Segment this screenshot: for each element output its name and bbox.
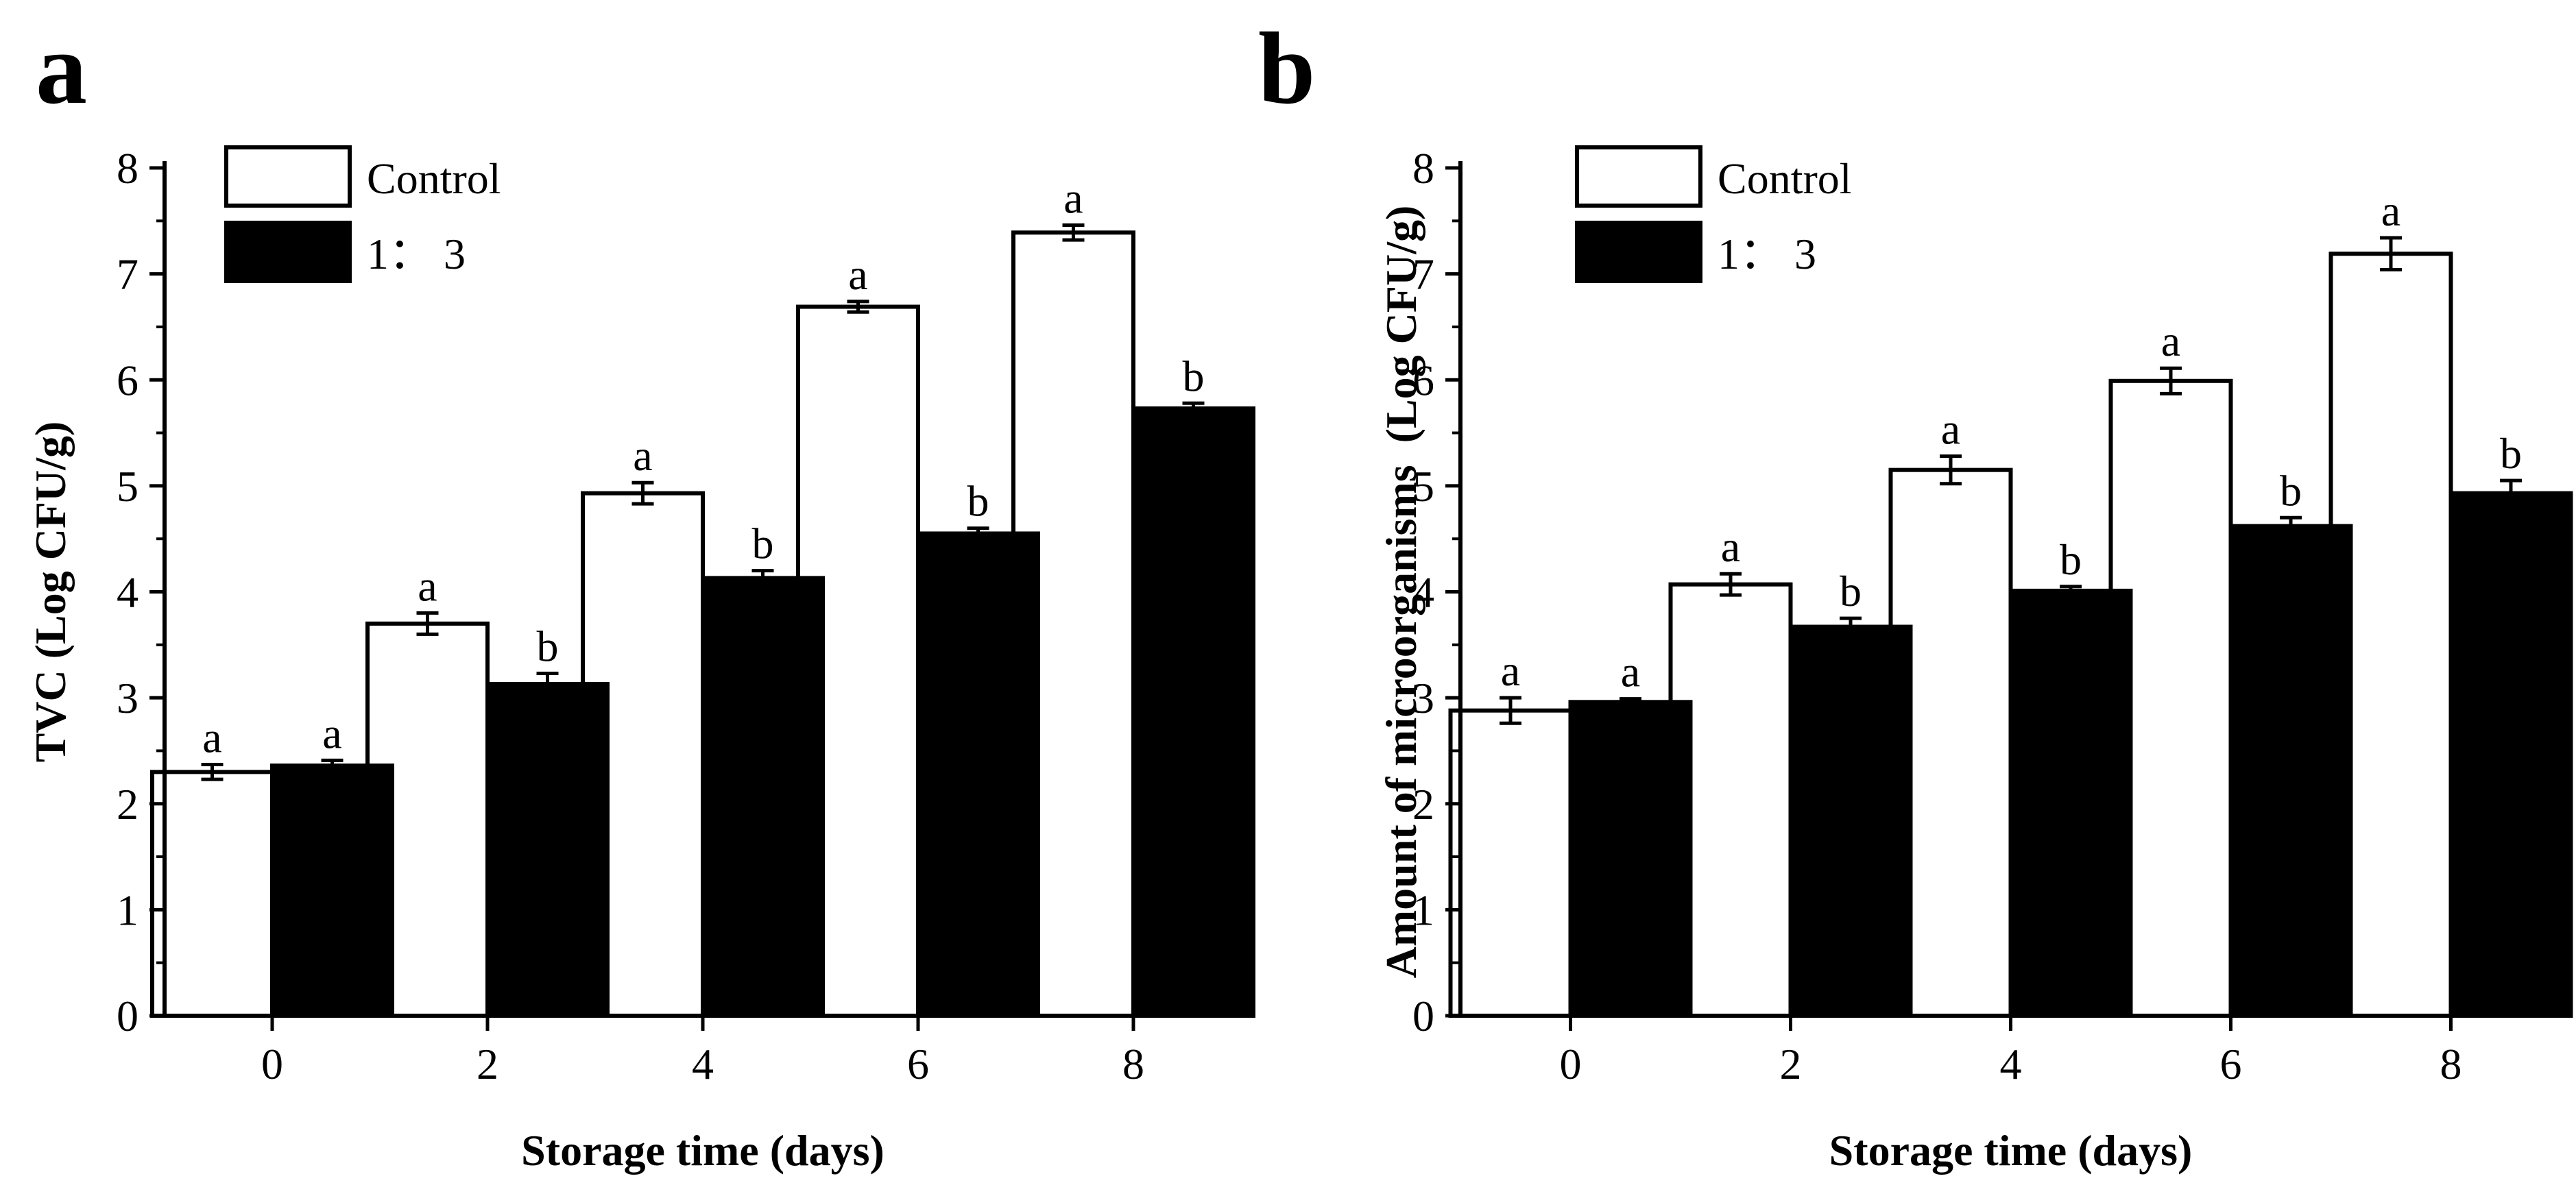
significance-label: a <box>1063 173 1083 222</box>
significance-label: b <box>537 622 559 671</box>
significance-label: a <box>1501 646 1520 695</box>
error-bar <box>2160 366 2182 395</box>
significance-label: b <box>967 477 989 526</box>
significance-label: a <box>1941 405 1960 454</box>
error-bar <box>2380 236 2402 271</box>
y-tick-label: 3 <box>1412 674 1434 722</box>
y-tick-label: 0 <box>117 992 139 1040</box>
legend-label-control: Control <box>1718 154 1852 203</box>
significance-label: a <box>418 561 437 610</box>
error-bar <box>1720 572 1742 597</box>
significance-label: a <box>1621 648 1640 696</box>
bar-control-day-0 <box>1448 708 1573 1018</box>
x-tick-label: 8 <box>1122 1040 1144 1088</box>
bar-control-day-0 <box>150 770 274 1018</box>
error-bar <box>631 480 654 506</box>
y-tick-label: 7 <box>1412 250 1434 299</box>
x-axis-title: Storage time (days) <box>521 1126 884 1175</box>
legend-swatch-control <box>224 145 352 208</box>
significance-label: a <box>633 431 652 480</box>
x-tick-label: 4 <box>692 1040 714 1088</box>
x-tick-label: 0 <box>261 1040 283 1088</box>
error-bar <box>1062 223 1085 242</box>
y-tick-label: 2 <box>1412 780 1434 829</box>
significance-label: b <box>752 520 774 568</box>
bar-treatment-day-2 <box>485 682 610 1018</box>
bar-treatment-day-6 <box>916 531 1040 1018</box>
panel-letter: a <box>36 12 87 125</box>
legend-swatch-treatment <box>1575 221 1702 283</box>
y-tick-label: 2 <box>117 780 139 829</box>
significance-label: a <box>2381 186 2400 235</box>
legend-swatch-treatment <box>224 221 352 283</box>
error-bar <box>751 569 774 587</box>
significance-label: a <box>322 709 341 757</box>
x-tick-label: 6 <box>907 1040 929 1088</box>
bar-treatment-day-0 <box>270 763 394 1018</box>
x-tick-label: 6 <box>2220 1040 2242 1088</box>
y-axis-title: TVC (Log CFU/g) <box>26 422 75 763</box>
error-bar <box>416 611 439 636</box>
legend-label-treatment: 1： 3 <box>1718 230 1816 278</box>
significance-label: b <box>2060 535 2082 584</box>
bar-treatment-day-6 <box>2228 524 2353 1018</box>
significance-label: b <box>1840 567 1862 615</box>
y-tick-label: 3 <box>117 674 139 722</box>
error-bar <box>201 763 224 781</box>
error-bar <box>536 672 559 696</box>
x-axis-title: Storage time (days) <box>1829 1126 2193 1175</box>
bar-treatment-day-2 <box>1788 624 1913 1018</box>
significance-label: a <box>848 250 867 299</box>
legend-label-treatment: 1： 3 <box>367 230 466 278</box>
error-bar <box>2280 515 2302 537</box>
error-bar <box>321 758 344 773</box>
legend-label-control: Control <box>367 154 501 203</box>
chart-panel-b: b a a a a a a b b b b 0 1 2 3 4 5 6 7 8 0 2 4 6 8 Storage time (d… <box>1258 12 2573 1175</box>
bar-treatment-day-8 <box>1131 406 1255 1018</box>
y-tick-label: 5 <box>117 462 139 511</box>
significance-label: b <box>2280 466 2302 515</box>
y-axis-title: Amount of microorganisms (Log CFU/g) <box>1377 206 1425 979</box>
y-tick-label: 8 <box>117 144 139 193</box>
y-tick-label: 4 <box>1412 568 1434 617</box>
error-bar <box>1940 454 1962 486</box>
bar-treatment-day-8 <box>2448 491 2573 1018</box>
y-tick-label: 5 <box>1412 462 1434 511</box>
error-bar <box>1500 696 1521 725</box>
error-bar <box>2060 585 2082 597</box>
y-tick-label: 6 <box>1412 356 1434 404</box>
error-bar <box>1840 616 1862 637</box>
y-tick-label: 4 <box>117 568 139 617</box>
y-tick-label: 1 <box>1412 885 1434 934</box>
x-tick-label: 8 <box>2440 1040 2462 1088</box>
significance-label: b <box>1183 352 1205 400</box>
significance-label: b <box>2500 429 2522 478</box>
chart-panel-a: a a a a a a a b b b b 0 1 2 3 4 5 6 7 8 0 2 4 6 8 Storage time (d… <box>26 12 1255 1175</box>
error-bar <box>967 526 989 541</box>
x-tick-label: 4 <box>2000 1040 2022 1088</box>
significance-label: a <box>1721 522 1740 571</box>
x-tick-label: 2 <box>477 1040 498 1088</box>
bar-treatment-day-4 <box>2008 588 2133 1018</box>
y-tick-label: 7 <box>117 250 139 299</box>
bar-treatment-day-0 <box>1568 700 1693 1018</box>
significance-label: a <box>2161 317 2180 365</box>
error-bar <box>2500 478 2522 508</box>
panel-letter: b <box>1258 12 1315 125</box>
y-tick-label: 8 <box>1412 144 1434 193</box>
x-tick-label: 0 <box>1560 1040 1582 1088</box>
error-bar <box>1182 401 1205 416</box>
y-tick-label: 0 <box>1412 992 1434 1040</box>
legend-swatch-control <box>1575 145 1702 208</box>
significance-label: a <box>202 713 221 762</box>
bar-treatment-day-4 <box>701 576 825 1018</box>
x-tick-label: 2 <box>1780 1040 1802 1088</box>
y-tick-label: 1 <box>117 885 139 934</box>
error-bar <box>847 300 869 314</box>
y-tick-label: 6 <box>117 356 139 404</box>
error-bar <box>1620 697 1641 707</box>
